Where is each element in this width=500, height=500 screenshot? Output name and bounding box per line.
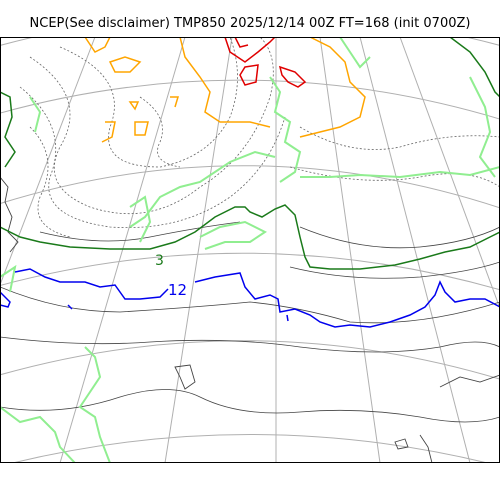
coastline-segment — [0, 176, 19, 253]
orange-contour — [128, 101, 140, 111]
gray-contours — [0, 221, 500, 423]
isotherm-12-line — [0, 268, 500, 328]
latitude-line — [0, 252, 500, 291]
orange-contour — [179, 37, 271, 128]
light-green-contour — [29, 96, 42, 133]
graticule-longitudes — [0, 37, 500, 463]
gray-contour — [39, 221, 241, 242]
isotherm-3-line — [0, 204, 500, 270]
latitude-line — [0, 340, 500, 380]
light-green-contour — [300, 166, 500, 179]
graticule-latitudes — [0, 37, 500, 463]
red-contour — [278, 65, 307, 88]
isotherm-12-mark — [67, 304, 73, 310]
dotted-contour — [59, 37, 238, 168]
red-contour — [224, 37, 276, 63]
dotted-contour — [29, 37, 274, 215]
longitude-line — [59, 37, 186, 463]
red-contour — [234, 37, 249, 48]
light-green-contour — [0, 406, 76, 463]
light-green-contour — [339, 37, 371, 69]
dotted-contour — [299, 126, 500, 150]
light-green-contour — [199, 220, 267, 250]
light-green-contour — [269, 76, 302, 183]
dotted-contour — [139, 96, 181, 168]
light-green-contour — [78, 346, 111, 463]
latitude-line — [10, 434, 490, 463]
longitude-line — [0, 37, 96, 287]
coastline-segment — [394, 438, 409, 450]
light-green-contour — [0, 264, 17, 293]
dotted-contours — [19, 37, 500, 238]
coastline-segment — [439, 374, 500, 388]
red-contours — [224, 37, 307, 88]
orange-contour — [170, 96, 180, 108]
map-frame — [0, 37, 500, 463]
dotted-contour — [29, 126, 71, 238]
gray-contour — [0, 389, 500, 423]
gray-contour — [0, 286, 500, 324]
light-green-contour — [129, 150, 276, 228]
isotherm-3-line — [449, 37, 500, 98]
coastline-segment — [419, 434, 433, 463]
gray-contour — [289, 261, 500, 279]
light-green-contour — [129, 195, 152, 243]
red-contour — [239, 64, 259, 86]
gray-contour — [0, 336, 500, 353]
light-green-contours — [0, 37, 500, 463]
latitude-line — [0, 79, 500, 120]
orange-contour — [84, 37, 111, 53]
dotted-contour — [289, 166, 500, 188]
orange-contour — [101, 121, 116, 143]
map-title: NCEP(See disclaimer) TMP850 2025/12/14 0… — [29, 16, 471, 31]
orange-contour — [134, 121, 149, 136]
isotherm-3-label: 3 — [155, 253, 164, 269]
longitude-line — [319, 37, 381, 463]
isotherm-3-line — [0, 91, 16, 168]
longitude-line — [399, 37, 500, 310]
isotherm-12-label: 12 — [168, 281, 187, 299]
dotted-contour — [19, 86, 286, 228]
orange-contours — [84, 37, 366, 143]
orange-contour — [299, 37, 366, 138]
light-green-contour — [469, 76, 496, 178]
weather-map: 3 12 — [0, 37, 500, 463]
longitude-line — [359, 37, 471, 463]
coastline — [0, 176, 500, 463]
orange-contour — [108, 56, 142, 73]
longitude-line — [164, 37, 233, 463]
coastline-segment — [174, 364, 196, 390]
gray-contour — [299, 226, 500, 249]
isotherm-12-mark — [286, 314, 289, 322]
